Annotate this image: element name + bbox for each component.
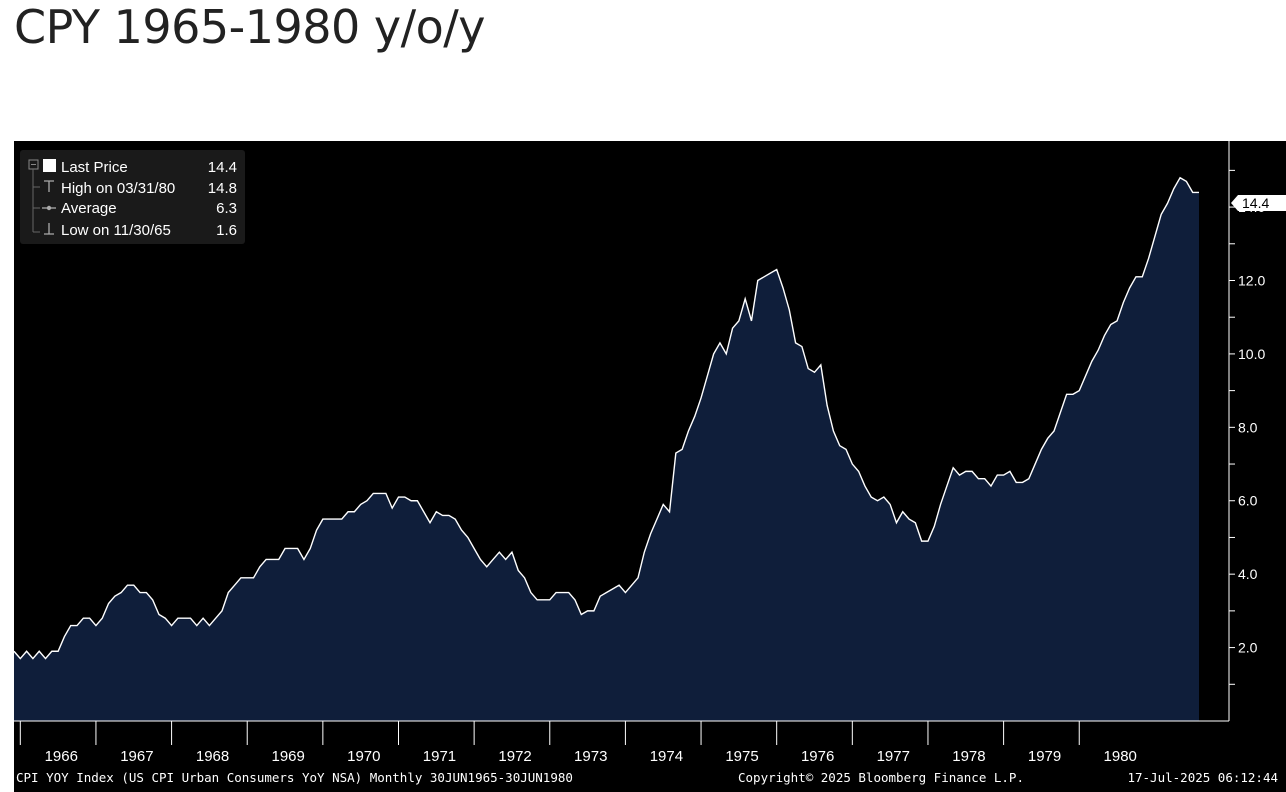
- x-tick-label: 1976: [801, 748, 834, 765]
- legend-value-average: 6.3: [216, 200, 237, 217]
- x-tick-label: 1968: [196, 748, 229, 765]
- x-tick-label: 1972: [498, 748, 531, 765]
- low-marker-icon: [44, 223, 54, 235]
- footer-source: CPI YOY Index (US CPI Urban Consumers Yo…: [16, 770, 573, 785]
- y-tick-label: 12.0: [1238, 272, 1265, 288]
- high-marker-icon: [44, 180, 54, 192]
- y-tick-label: 8.0: [1238, 419, 1258, 435]
- series-area-last-price: [14, 177, 1199, 721]
- y-tick-label: 4.0: [1238, 566, 1258, 582]
- x-tick-label: 1975: [725, 748, 758, 765]
- x-tick-label: 1979: [1028, 748, 1061, 765]
- footer: CPI YOY Index (US CPI Urban Consumers Yo…: [16, 770, 1278, 785]
- y-tick-label: 2.0: [1238, 640, 1258, 656]
- x-axis-ticks: 1966 1967 1968 1969 1970 1971 1972 1973 1974 1975…: [19, 721, 1137, 765]
- y-tick-label: 6.0: [1238, 493, 1258, 509]
- x-tick-label: 1966: [45, 748, 78, 765]
- footer-timestamp: 17-Jul-2025 06:12:44: [1127, 770, 1278, 785]
- x-tick-label: 1973: [574, 748, 607, 765]
- legend-label-high: High on 03/31/80: [61, 180, 175, 197]
- legend-value-last-price: 14.4: [208, 159, 237, 176]
- last-price-tag: 14.4: [1231, 195, 1286, 211]
- y-axis-ticks: 2.04.06.08.010.012.014.0: [1229, 169, 1265, 685]
- average-marker-icon: [42, 205, 56, 211]
- legend-label-last-price: Last Price: [61, 159, 128, 176]
- legend-label-low: Low on 11/30/65: [61, 222, 171, 239]
- x-tick-label: 1967: [120, 748, 153, 765]
- y-tick-label: 10.0: [1238, 346, 1265, 362]
- x-tick-label: 1980: [1104, 748, 1137, 765]
- x-tick-label: 1978: [952, 748, 985, 765]
- page-title: CPY 1965-1980 y/o/y: [14, 0, 486, 54]
- x-tick-label: 1971: [423, 748, 456, 765]
- last-price-tag-shape: [1231, 195, 1286, 211]
- legend: Last Price 14.4 High on 03/31/80 14.8 Av…: [20, 150, 245, 244]
- last-price-tag-label: 14.4: [1242, 195, 1269, 211]
- legend-box: [20, 150, 245, 244]
- legend-label-average: Average: [61, 200, 117, 217]
- x-tick-label: 1969: [272, 748, 305, 765]
- legend-value-low: 1.6: [216, 222, 237, 239]
- footer-copyright: Copyright© 2025 Bloomberg Finance L.P.: [738, 770, 1024, 785]
- x-tick-label: 1977: [877, 748, 910, 765]
- x-tick-label: 1970: [347, 748, 380, 765]
- series-layer: [13, 176, 1199, 721]
- legend-tree-lines: [32, 169, 40, 233]
- legend-value-high: 14.8: [208, 180, 237, 197]
- x-tick-label: 1974: [650, 748, 683, 765]
- series-line-last-price: [13, 176, 1199, 660]
- white-square-icon: [43, 159, 56, 172]
